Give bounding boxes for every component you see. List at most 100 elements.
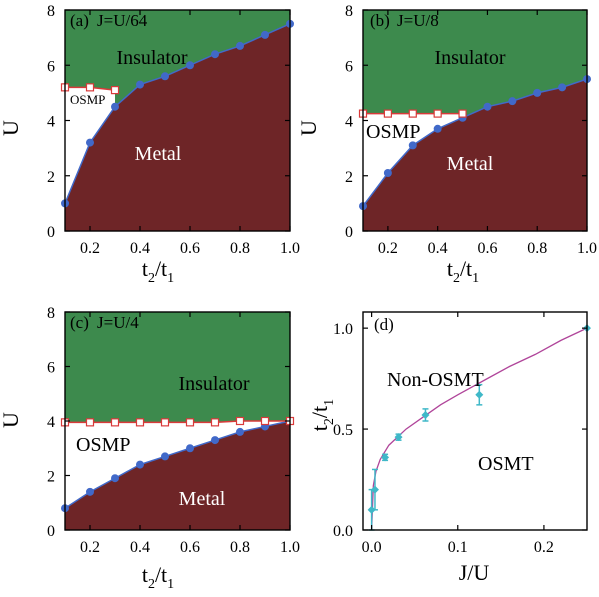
x-tick-label: 0.2 [534, 539, 554, 556]
metal-boundary-point [186, 61, 194, 70]
metal-boundary-point [408, 141, 417, 150]
plot-background [363, 312, 587, 530]
x-tick-label: 0.0 [362, 539, 382, 556]
panel-d: 0.0 0.1 0.2 0.0 0.5 1.0 t2/t1 J/U (d) Non-OSM… [307, 311, 591, 585]
panel-label: (a) [70, 11, 89, 30]
panel-label: (d) [374, 315, 394, 334]
metal-region [363, 79, 587, 231]
panel-c: 0.2 0.4 0.6 0.8 1.0 0 2 4 6 8 U t2/t1 (c) J=U/4 I… [0, 305, 300, 592]
y-tick-label: 2 [47, 469, 55, 486]
metal-boundary-point [383, 168, 392, 177]
plot-layer: 0.2 0.4 0.6 0.8 1.0 0 2 4 6 8 [345, 3, 597, 257]
metal-boundary-point [211, 436, 219, 445]
region-label-metal: Metal [447, 153, 494, 175]
region-label-osmp: OSMP [366, 121, 420, 143]
metal-boundary-point [136, 80, 144, 89]
metal-boundary-point [236, 41, 244, 50]
region-label-insulator: Insulator [434, 47, 505, 69]
osmp-boundary-point [235, 416, 245, 426]
x-tick-label: 0.8 [230, 240, 250, 257]
x-axis-label: t2/t1 [447, 256, 479, 286]
y-tick-label: 1.0 [333, 321, 353, 338]
plot-layer: 0.2 0.4 0.6 0.8 1.0 0 2 4 6 8 [47, 305, 300, 556]
y-tick-label: 2 [345, 169, 353, 186]
region-label-osmt: OSMT [478, 453, 534, 475]
y-axis-label: U [0, 412, 23, 428]
y-tick-label: 4 [47, 114, 55, 131]
metal-boundary-point [558, 83, 567, 92]
metal-boundary-line [64, 23, 291, 204]
plot-frame [362, 311, 588, 531]
plot-layer: 0.0 0.1 0.2 0.0 0.5 1.0 [333, 311, 591, 556]
x-tick-label: 0.6 [477, 240, 497, 257]
y-tick-label: 8 [345, 3, 353, 20]
y-tick-label: 0.0 [333, 523, 353, 540]
x-tick-label: 0.4 [130, 539, 150, 556]
metal-boundary-point [136, 460, 144, 469]
metal-region [65, 23, 290, 231]
transition-point [370, 485, 379, 494]
metal-boundary-point [111, 474, 119, 483]
y-tick-label: 2 [47, 169, 55, 186]
transition-point [381, 453, 390, 462]
metal-boundary-point [161, 452, 169, 461]
x-tick-label: 0.1 [448, 539, 468, 556]
metal-boundary-point [533, 88, 542, 97]
y-tick-label: 0 [47, 523, 55, 540]
region-label-insulator: Insulator [116, 47, 187, 69]
metal-boundary-point [111, 102, 119, 111]
osmp-boundary-point [135, 418, 145, 427]
osmp-boundary-point [110, 418, 120, 427]
metal-boundary-point [86, 487, 94, 496]
y-tick-label: 4 [345, 114, 353, 131]
osmp-boundary-point [160, 418, 170, 427]
coupling-label: J=U/64 [97, 11, 148, 30]
panel-b: 0.2 0.4 0.6 0.8 1.0 0 2 4 6 8 U t2/t1 (b) J=U/8 I… [296, 3, 597, 286]
coupling-label: J=U/4 [97, 313, 139, 332]
metal-boundary-point [261, 30, 269, 39]
region-label-non-osmt: Non-OSMT [387, 369, 484, 391]
osmp-region [65, 87, 115, 204]
x-tick-label: 0.6 [180, 539, 200, 556]
panel-label: (b) [370, 11, 390, 30]
osmp-region [363, 113, 463, 207]
osmp-boundary-point [433, 109, 442, 118]
transition-point [367, 505, 376, 514]
x-axis-label: t2/t1 [142, 562, 174, 592]
region-label-metal: Metal [135, 143, 182, 165]
y-tick-label: 8 [47, 305, 55, 322]
region-label-osmp: OSMP [70, 92, 105, 107]
osmp-boundary-point [185, 418, 195, 427]
osmp-boundary-line [65, 420, 290, 424]
metal-region [65, 421, 290, 530]
y-tick-label: 6 [47, 58, 55, 75]
osmp-boundary-point [260, 416, 270, 426]
x-tick-label: 1.0 [280, 240, 300, 257]
metal-boundary-point [86, 138, 94, 147]
x-tick-label: 0.2 [80, 539, 100, 556]
metal-boundary-line [362, 78, 588, 207]
x-tick-label: 0.4 [130, 240, 150, 257]
region-label-metal: Metal [179, 488, 226, 510]
osmp-boundary-point [383, 109, 392, 118]
coupling-label: J=U/8 [397, 11, 439, 30]
x-tick-label: 1.0 [280, 539, 300, 556]
y-axis-label: U [296, 120, 321, 136]
x-axis-label: J/U [459, 560, 490, 585]
x-axis-label: t2/t1 [142, 256, 174, 286]
y-tick-label: 6 [345, 58, 353, 75]
y-axis-label: U [0, 120, 23, 136]
y-tick-label: 4 [47, 414, 55, 431]
transition-point [475, 390, 484, 399]
region-label-osmp: OSMP [76, 434, 130, 456]
y-tick-label: 8 [47, 3, 55, 20]
y-axis-label: t2/t1 [307, 399, 337, 431]
x-tick-label: 0.2 [80, 240, 100, 257]
x-tick-label: 0.2 [378, 240, 398, 257]
y-tick-label: 0 [345, 224, 353, 241]
osmp-boundary-point [458, 109, 467, 118]
y-tick-label: 6 [47, 360, 55, 377]
osmp-region [65, 421, 290, 509]
